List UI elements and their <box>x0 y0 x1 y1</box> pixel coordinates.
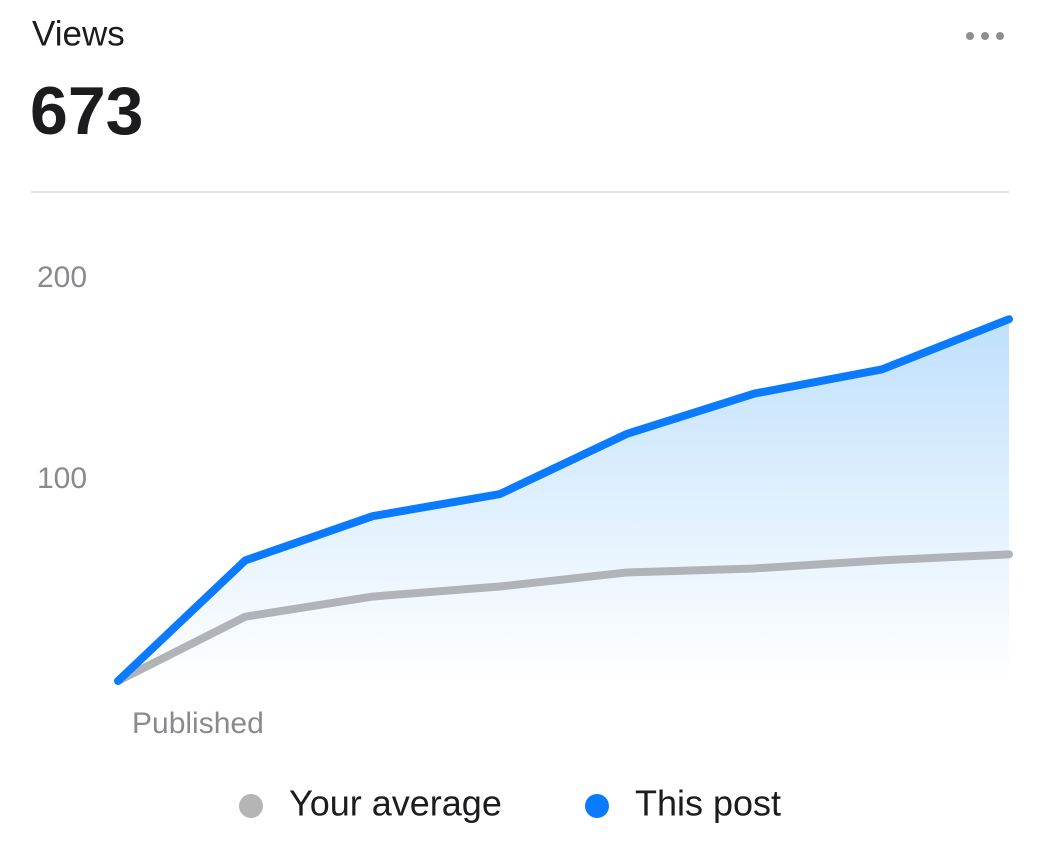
legend-label: This post <box>635 783 781 824</box>
area <box>118 319 1009 681</box>
legend-swatch <box>585 794 609 818</box>
series-line <box>114 315 1013 685</box>
y-tick-label: 100 <box>37 462 87 495</box>
legend-swatch <box>239 794 263 818</box>
legend-label: Your average <box>289 783 502 824</box>
x-tick-label: Published <box>132 707 264 740</box>
more-button[interactable] <box>966 32 1004 40</box>
dot <box>966 32 974 40</box>
card-title: Views <box>32 14 125 53</box>
total-views: 673 <box>30 73 143 149</box>
y-tick-label: 200 <box>37 261 87 294</box>
plot: 100 200 Published Your average This post <box>37 261 1013 824</box>
series-line <box>114 550 1013 685</box>
dot <box>996 32 1004 40</box>
dot <box>981 32 989 40</box>
